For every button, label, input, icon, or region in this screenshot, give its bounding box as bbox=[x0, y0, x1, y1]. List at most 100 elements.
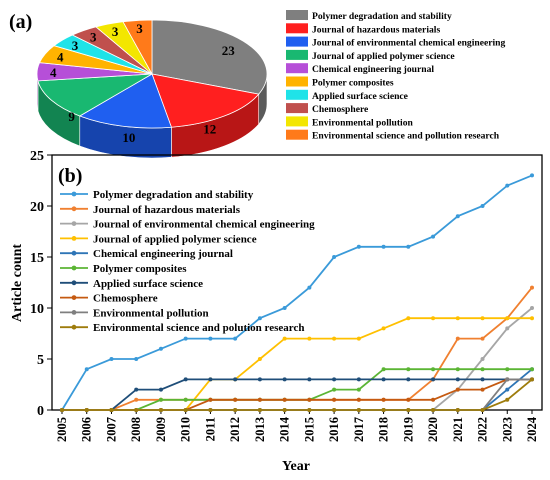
data-point bbox=[530, 377, 534, 382]
data-point bbox=[480, 336, 485, 341]
data-point bbox=[158, 408, 163, 412]
data-point bbox=[480, 408, 485, 412]
data-point bbox=[208, 408, 213, 412]
data-point bbox=[282, 408, 287, 412]
legend-label-applied-surface-science: Applied surface science bbox=[93, 278, 203, 290]
data-point bbox=[381, 326, 386, 331]
pie-sides bbox=[36, 73, 268, 159]
data-point bbox=[381, 397, 386, 402]
data-point bbox=[356, 244, 361, 249]
legend-marker-chemosphere bbox=[71, 295, 77, 300]
data-point bbox=[530, 285, 534, 290]
data-point bbox=[356, 377, 361, 382]
y-tick-label: 0 bbox=[37, 404, 44, 419]
data-point bbox=[431, 408, 436, 412]
pie-value-label: 3 bbox=[112, 24, 119, 39]
legend-label-journal-of-environmental-chemical-engineering: Journal of environmental chemical engine… bbox=[312, 38, 505, 49]
x-tick-label: 2012 bbox=[228, 417, 242, 442]
y-tick-label: 25 bbox=[30, 149, 44, 164]
pie-value-label: 3 bbox=[90, 30, 97, 45]
data-point bbox=[307, 397, 312, 402]
legend-swatch-journal-of-hazardous-materials bbox=[286, 23, 308, 34]
data-point bbox=[431, 377, 436, 382]
data-point bbox=[505, 377, 510, 382]
panel-b-label: (b) bbox=[58, 165, 82, 187]
legend-marker-chemical-engineering-journal bbox=[71, 250, 77, 256]
x-tick-label: 2020 bbox=[426, 417, 440, 442]
data-point bbox=[530, 316, 534, 321]
x-tick-label: 2009 bbox=[154, 417, 168, 442]
legend-label-polymer-composites: Polymer composites bbox=[312, 78, 394, 89]
y-tick-label: 20 bbox=[30, 200, 44, 215]
panel-a-label: (a) bbox=[9, 11, 32, 33]
pie-value-label: 3 bbox=[136, 21, 143, 36]
data-point bbox=[257, 357, 262, 361]
pie-value-label: 10 bbox=[122, 130, 135, 145]
data-point bbox=[530, 306, 534, 310]
legend-swatch-environmental-science-and-pollution-research bbox=[286, 129, 308, 140]
x-axis-label: Year bbox=[282, 459, 310, 474]
data-point bbox=[158, 397, 163, 402]
x-tick-label: 2005 bbox=[55, 417, 69, 442]
data-point bbox=[307, 408, 312, 412]
x-tick-label: 2014 bbox=[278, 416, 292, 442]
legend-label-journal-of-applied-polymer-science: Journal of applied polymer science bbox=[93, 233, 257, 245]
data-point bbox=[158, 387, 163, 392]
data-point bbox=[282, 336, 287, 341]
data-point bbox=[109, 408, 114, 412]
data-point bbox=[332, 387, 337, 392]
data-point bbox=[183, 408, 188, 412]
legend-label-polymer-degradation-and-stability: Polymer degradation and stability bbox=[93, 189, 254, 201]
data-point bbox=[233, 377, 238, 382]
legend-label-chemosphere: Chemosphere bbox=[312, 104, 369, 115]
pie-value-label: 4 bbox=[50, 65, 57, 80]
data-point bbox=[455, 336, 460, 341]
legend-swatch-applied-surface-science bbox=[286, 89, 308, 100]
data-point bbox=[406, 397, 411, 402]
data-point bbox=[356, 336, 361, 341]
legend-label-applied-surface-science: Applied surface science bbox=[312, 91, 409, 102]
data-point bbox=[381, 244, 386, 249]
y-tick-label: 15 bbox=[30, 251, 44, 266]
data-point bbox=[84, 367, 89, 372]
pie-value-label: 3 bbox=[72, 38, 79, 53]
data-point bbox=[455, 367, 460, 372]
data-point bbox=[307, 336, 312, 341]
data-point bbox=[505, 326, 510, 331]
pie-value-label: 4 bbox=[57, 50, 64, 65]
data-point bbox=[307, 377, 312, 382]
pie-slice-journal-of-applied-polymer-science bbox=[37, 73, 153, 117]
data-point bbox=[505, 183, 510, 188]
data-point bbox=[158, 346, 163, 351]
legend-marker-journal-of-hazardous-materials bbox=[71, 206, 77, 212]
x-tick-label: 2019 bbox=[401, 417, 415, 442]
x-tick-label: 2024 bbox=[525, 416, 539, 442]
legend-swatch-chemosphere bbox=[286, 103, 308, 114]
pie-slice-journal-of-environmental-chemical-engineering bbox=[78, 73, 172, 129]
legend-label-journal-of-hazardous-materials: Journal of hazardous materials bbox=[312, 24, 440, 35]
x-tick-label: 2006 bbox=[80, 417, 94, 442]
data-point bbox=[233, 336, 238, 341]
pie-value-label: 23 bbox=[222, 43, 236, 58]
legend-label-chemical-engineering-journal: Chemical engineering journal bbox=[93, 248, 233, 260]
data-point bbox=[530, 367, 534, 372]
data-point bbox=[406, 367, 411, 372]
legend-label-environmental-science-and-pollution-research: Environmental science and pollution rese… bbox=[312, 131, 500, 142]
data-point bbox=[134, 408, 139, 412]
legend-label-chemosphere: Chemosphere bbox=[93, 293, 158, 305]
legend-label-polymer-composites: Polymer composites bbox=[93, 263, 187, 275]
data-point bbox=[332, 408, 337, 412]
x-tick-label: 2008 bbox=[129, 417, 143, 442]
x-tick-label: 2016 bbox=[327, 417, 341, 442]
y-tick-label: 10 bbox=[30, 302, 44, 317]
data-point bbox=[332, 397, 337, 402]
legend-label-polymer-degradation-and-stability: Polymer degradation and stability bbox=[312, 11, 452, 22]
data-point bbox=[431, 316, 436, 321]
series-polymer-degradation-and-stability bbox=[60, 173, 534, 412]
data-point bbox=[282, 397, 287, 402]
legend-label-journal-of-hazardous-materials: Journal of hazardous materials bbox=[93, 204, 241, 216]
data-point bbox=[208, 377, 213, 382]
legend-label-chemical-engineering-journal: Chemical engineering journal bbox=[312, 64, 434, 75]
